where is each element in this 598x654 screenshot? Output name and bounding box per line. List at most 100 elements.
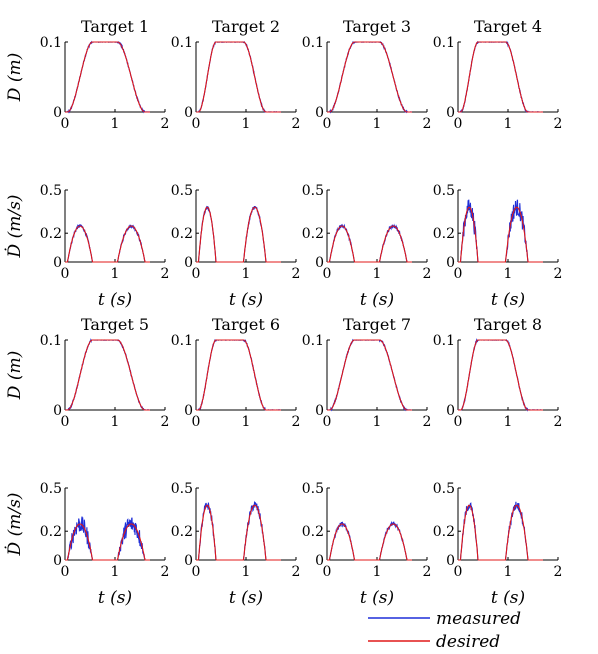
- x-tick-label: 1: [504, 564, 513, 580]
- y-tick-label: 0: [184, 255, 193, 271]
- x-tick-label: 2: [161, 564, 170, 580]
- x-tick-label: 0: [323, 414, 332, 430]
- x-axis-label: t (s): [360, 588, 394, 608]
- x-tick-label: 0: [61, 414, 70, 430]
- y-tick-label: 0.5: [171, 481, 193, 497]
- series-desired: [196, 504, 281, 561]
- series-measured: [64, 40, 150, 114]
- x-tick-label: 0: [192, 266, 201, 282]
- series-desired: [327, 339, 412, 411]
- series-measured: [458, 40, 543, 113]
- y-tick-label: 0.5: [302, 183, 324, 199]
- x-axis-label: t (s): [98, 588, 132, 608]
- x-axis-label: t (s): [229, 290, 263, 310]
- subplot-title: Target 8: [474, 315, 542, 334]
- x-tick-label: 2: [554, 266, 563, 282]
- subplot-D-target-1: 0 1 2 0 0.1 Target 1 D (m): [5, 17, 169, 132]
- series-desired: [458, 206, 543, 263]
- y-tick-label: 0: [184, 553, 193, 569]
- y-axis-label: D (m): [5, 351, 25, 400]
- x-tick-label: 1: [373, 564, 382, 580]
- series-measured: [457, 338, 543, 412]
- x-tick-label: 0: [192, 564, 201, 580]
- x-tick-label: 2: [554, 564, 563, 580]
- series-desired: [65, 523, 150, 561]
- y-tick-label: 0: [184, 105, 193, 121]
- x-tick-label: 1: [373, 414, 382, 430]
- series-desired: [458, 339, 543, 411]
- series-desired: [65, 225, 150, 263]
- series-desired: [458, 504, 543, 561]
- y-tick-label: 0.5: [433, 183, 455, 199]
- x-tick-label: 2: [161, 414, 170, 430]
- x-tick-label: 0: [192, 116, 201, 132]
- series-desired: [458, 41, 543, 113]
- x-tick-label: 0: [454, 414, 463, 430]
- x-tick-label: 0: [61, 116, 70, 132]
- y-axis-label: Ḋ (m/s): [4, 195, 25, 259]
- x-axis-label: t (s): [491, 588, 525, 608]
- x-tick-label: 2: [423, 414, 432, 430]
- series-desired: [327, 225, 412, 263]
- subplot-Ddot-target-3: 0 1 2 0 0.2 0.5 t (s): [302, 183, 432, 310]
- y-tick-label: 0.2: [302, 226, 324, 242]
- x-tick-label: 0: [454, 116, 463, 132]
- x-tick-label: 2: [292, 116, 301, 132]
- series-desired: [196, 206, 281, 263]
- y-tick-label: 0: [53, 403, 62, 419]
- y-tick-label: 0: [315, 105, 324, 121]
- x-tick-label: 1: [242, 266, 251, 282]
- y-tick-label: 0: [315, 553, 324, 569]
- series-desired: [65, 339, 150, 411]
- x-tick-label: 0: [61, 266, 70, 282]
- series-measured: [195, 40, 282, 114]
- y-axis-label: Ḋ (m/s): [4, 493, 25, 557]
- y-tick-label: 0.2: [171, 226, 193, 242]
- series-measured: [65, 224, 150, 263]
- x-tick-label: 0: [323, 266, 332, 282]
- x-axis-label: t (s): [491, 290, 525, 310]
- subplot-title: Target 3: [343, 17, 411, 36]
- x-tick-label: 0: [61, 564, 70, 580]
- subplot-title: Target 7: [343, 315, 411, 334]
- x-tick-label: 2: [423, 564, 432, 580]
- subplot-title: Target 5: [81, 315, 149, 334]
- x-tick-label: 1: [504, 116, 513, 132]
- series-measured: [65, 338, 150, 411]
- subplot-Ddot-target-1: 0 1 2 0 0.2 0.5 t (s) Ḋ (m/s): [4, 183, 169, 310]
- y-tick-label: 0.1: [302, 333, 324, 349]
- y-tick-label: 0.1: [433, 35, 455, 51]
- series-measured: [196, 500, 281, 561]
- subplot-Ddot-target-8: 0 1 2 0 0.2 0.5 t (s): [433, 481, 563, 608]
- series-measured: [65, 516, 150, 561]
- y-tick-label: 0: [446, 403, 455, 419]
- subplot-D-target-7: 0 1 2 0 0.1 Target 7: [302, 315, 432, 430]
- y-tick-label: 0: [446, 105, 455, 121]
- series-desired: [65, 41, 150, 113]
- x-tick-label: 0: [192, 414, 201, 430]
- legend: measured desired: [368, 609, 521, 652]
- x-tick-label: 2: [292, 266, 301, 282]
- series-desired: [327, 523, 412, 561]
- series-measured: [196, 205, 281, 263]
- y-tick-label: 0.2: [433, 226, 455, 242]
- subplot-title: Target 6: [212, 315, 280, 334]
- y-tick-label: 0.2: [302, 524, 324, 540]
- series-measured: [327, 40, 413, 114]
- y-axis-label: D (m): [5, 53, 25, 102]
- y-tick-label: 0: [184, 403, 193, 419]
- y-tick-label: 0: [53, 255, 62, 271]
- x-tick-label: 1: [504, 266, 513, 282]
- x-tick-label: 2: [554, 116, 563, 132]
- y-tick-label: 0.1: [433, 333, 455, 349]
- x-tick-label: 1: [242, 116, 251, 132]
- x-tick-label: 0: [454, 266, 463, 282]
- subplot-D-target-5: 0 1 2 0 0.1 Target 5 D (m): [5, 315, 169, 430]
- x-tick-label: 2: [161, 116, 170, 132]
- subplot-D-target-8: 0 1 2 0 0.1 Target 8: [433, 315, 563, 430]
- subplot-D-target-4: 0 1 2 0 0.1 Target 4: [433, 17, 563, 132]
- subplot-Ddot-target-6: 0 1 2 0 0.2 0.5 t (s): [171, 481, 301, 608]
- y-tick-label: 0.5: [433, 481, 455, 497]
- y-tick-label: 0.5: [40, 183, 62, 199]
